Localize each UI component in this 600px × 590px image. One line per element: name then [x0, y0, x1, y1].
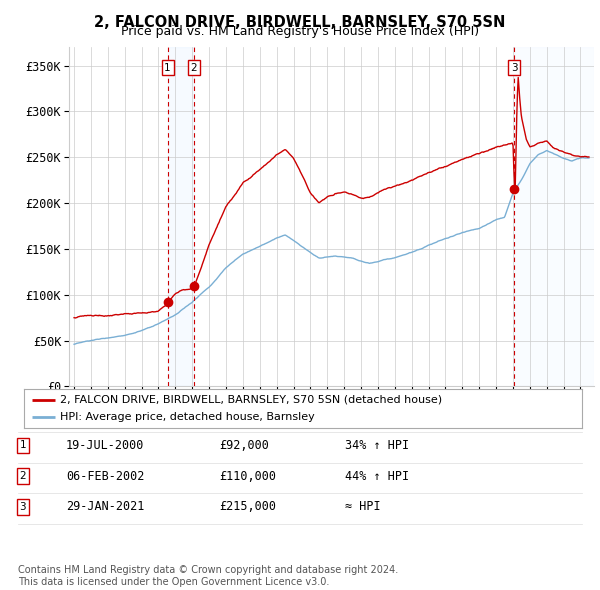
Text: 44% ↑ HPI: 44% ↑ HPI [345, 470, 409, 483]
Text: ≈ HPI: ≈ HPI [345, 500, 380, 513]
Text: 29-JAN-2021: 29-JAN-2021 [66, 500, 145, 513]
Text: £110,000: £110,000 [219, 470, 276, 483]
Text: 34% ↑ HPI: 34% ↑ HPI [345, 439, 409, 452]
Text: Contains HM Land Registry data © Crown copyright and database right 2024.
This d: Contains HM Land Registry data © Crown c… [18, 565, 398, 587]
Text: 2, FALCON DRIVE, BIRDWELL, BARNSLEY, S70 5SN: 2, FALCON DRIVE, BIRDWELL, BARNSLEY, S70… [94, 15, 506, 30]
Text: Price paid vs. HM Land Registry's House Price Index (HPI): Price paid vs. HM Land Registry's House … [121, 25, 479, 38]
Text: £92,000: £92,000 [219, 439, 269, 452]
Text: 1: 1 [19, 441, 26, 450]
Text: 3: 3 [19, 502, 26, 512]
Text: 1: 1 [164, 63, 171, 73]
Text: 2: 2 [190, 63, 197, 73]
Text: £215,000: £215,000 [219, 500, 276, 513]
Text: 3: 3 [511, 63, 518, 73]
Text: 2, FALCON DRIVE, BIRDWELL, BARNSLEY, S70 5SN (detached house): 2, FALCON DRIVE, BIRDWELL, BARNSLEY, S70… [60, 395, 442, 405]
Text: 19-JUL-2000: 19-JUL-2000 [66, 439, 145, 452]
Text: HPI: Average price, detached house, Barnsley: HPI: Average price, detached house, Barn… [60, 412, 315, 422]
Bar [514, 47, 594, 386]
Bar [167, 47, 194, 386]
Text: 2: 2 [19, 471, 26, 481]
Text: 06-FEB-2002: 06-FEB-2002 [66, 470, 145, 483]
